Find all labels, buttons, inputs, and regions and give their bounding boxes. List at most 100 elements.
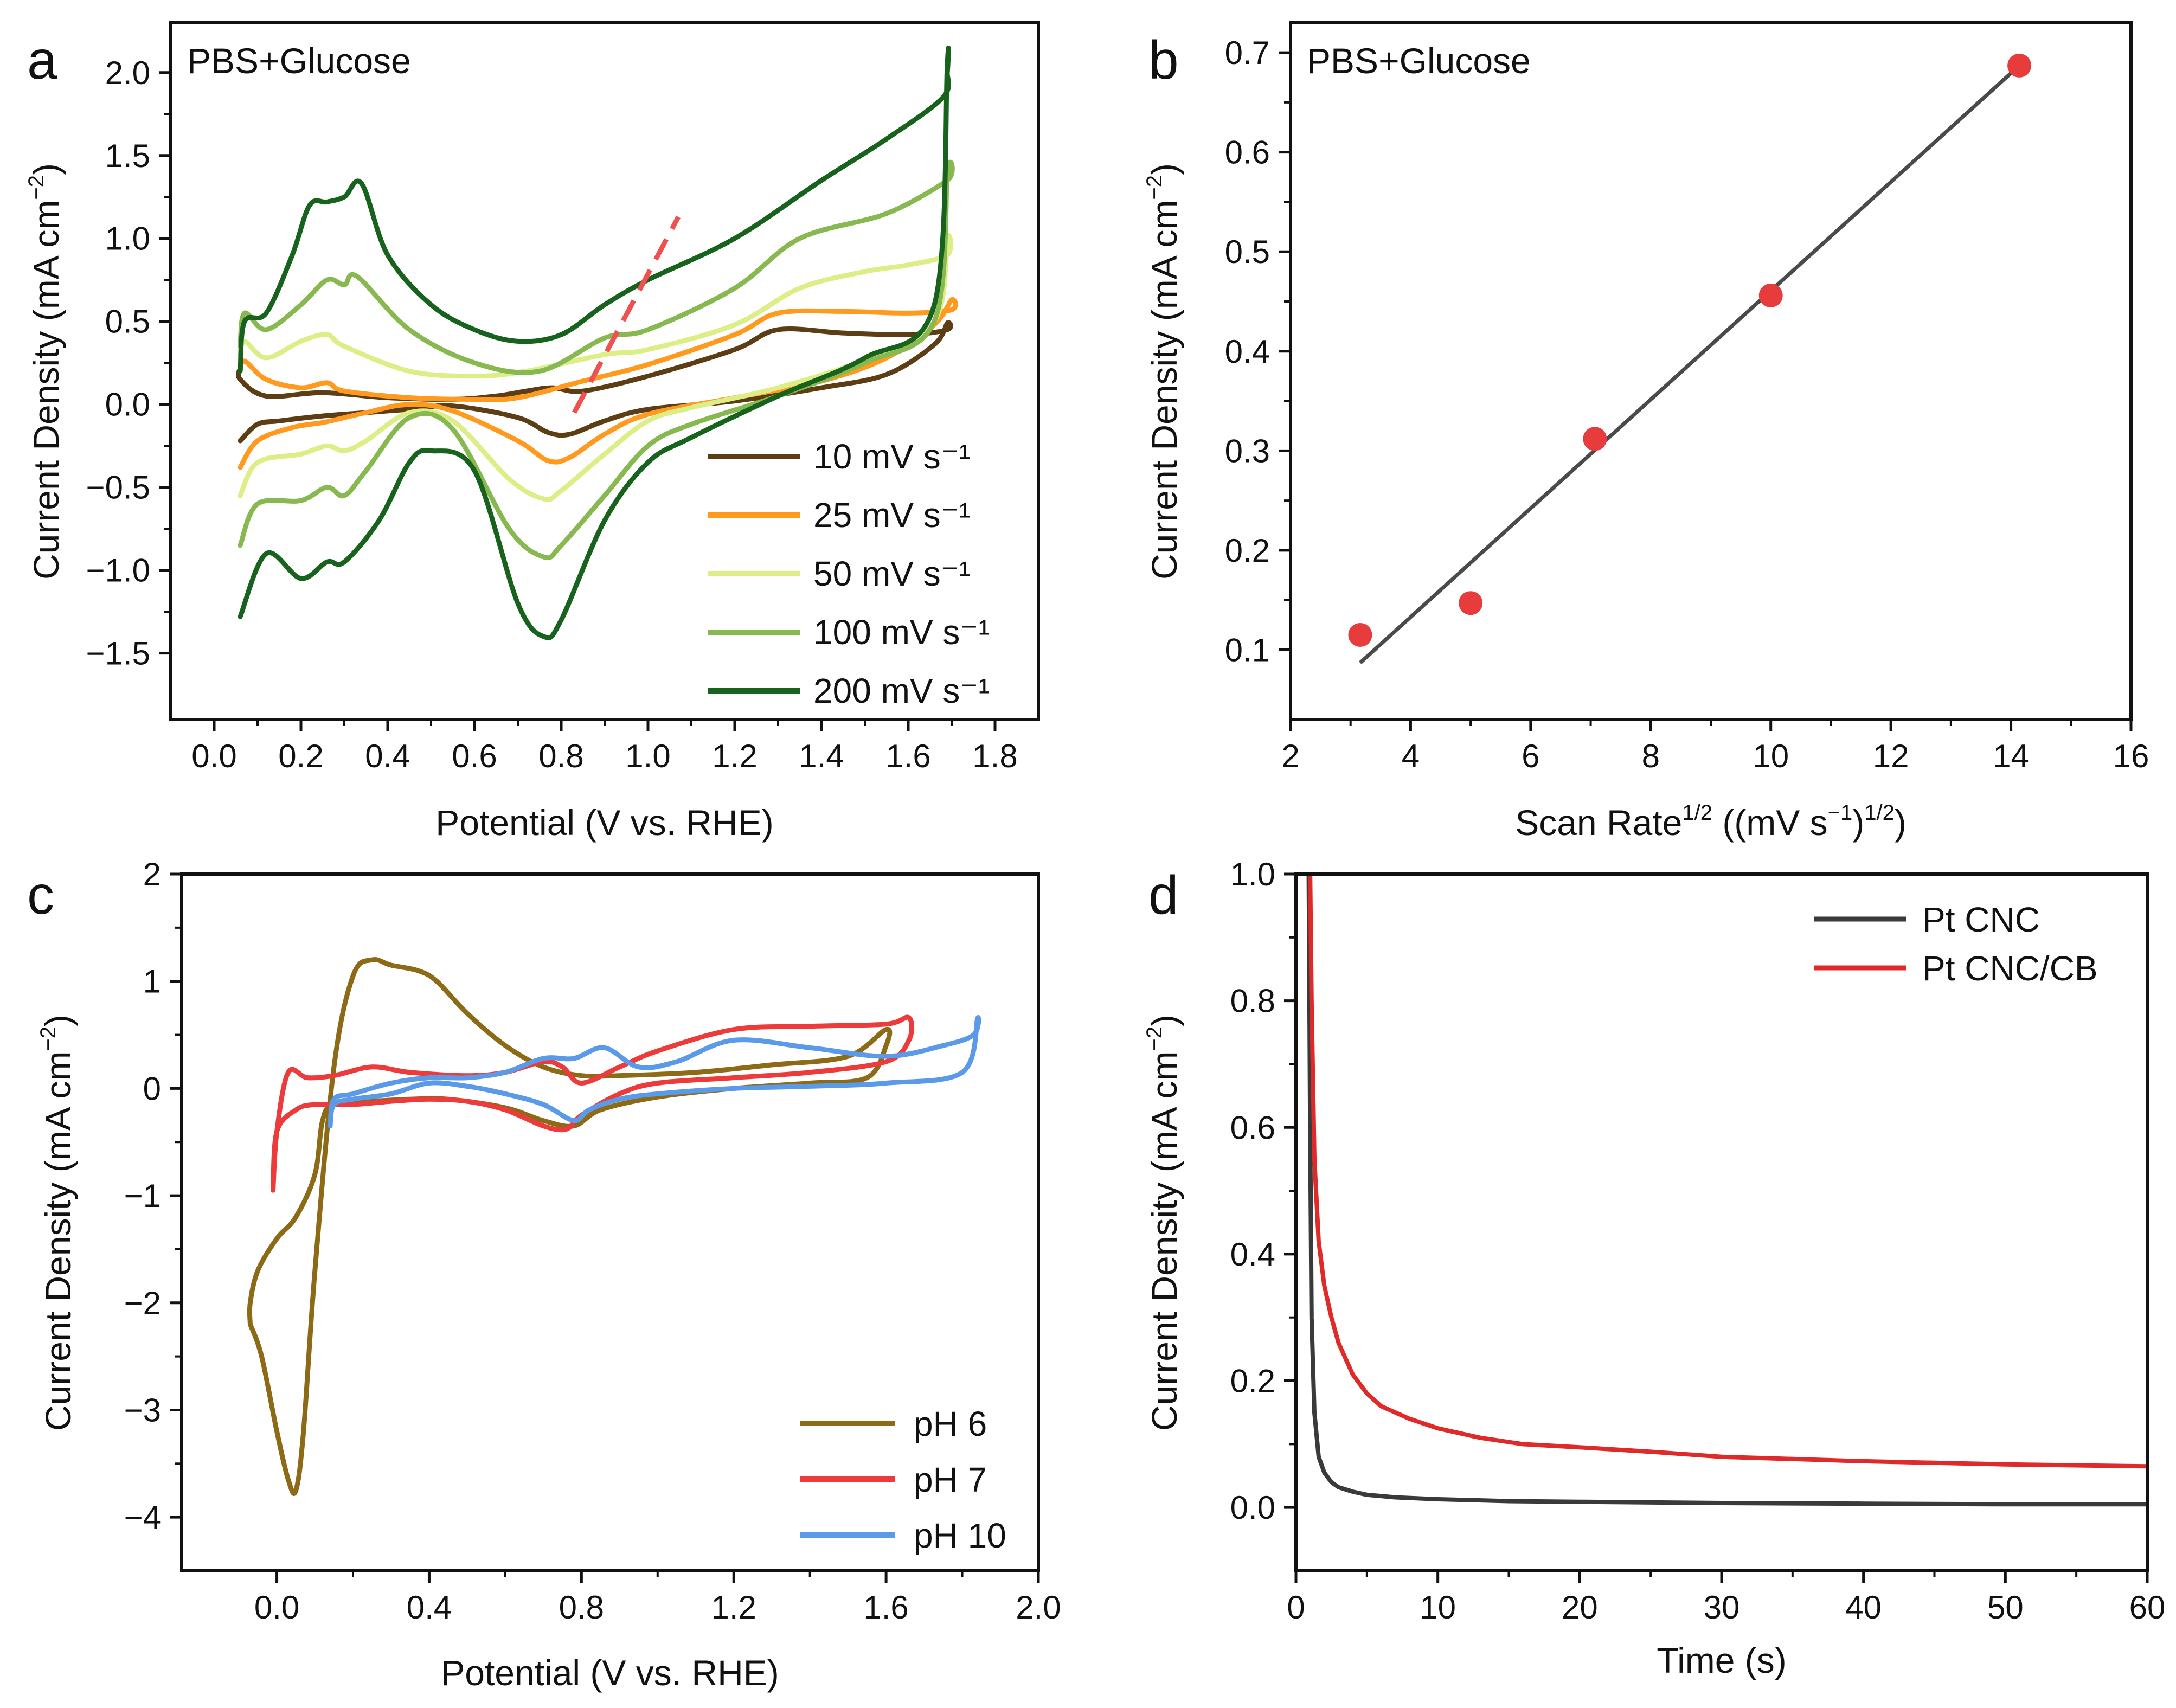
y-axis-label-d-main: Current Density (mA cm — [1144, 1051, 1184, 1431]
y-tick-label-a-7: 2.0 — [105, 55, 150, 91]
y-axis-label-b-sup: −2 — [1142, 175, 1166, 200]
series-line-c-2 — [328, 1015, 981, 1129]
legend-label-100: 100 mV s⁻¹ — [813, 613, 990, 652]
x-tick-label-c-4: 1.6 — [863, 1589, 908, 1626]
y-axis-label-b: Current Density (mA cm−2) — [1142, 163, 1184, 580]
data-point-b-1 — [1459, 591, 1483, 615]
y-tick-label-c-6: 2 — [143, 856, 161, 892]
y-tick-label-a-4: 0.5 — [105, 304, 150, 340]
x-axis-label-a: Potential (V vs. RHE) — [435, 802, 774, 843]
x-axis-label-b-sup3: 1/2 — [1864, 801, 1895, 825]
plot-frame-c — [180, 872, 1040, 1572]
x-tick-label-b-7: 16 — [2113, 738, 2149, 774]
x-axis-label-c: Potential (V vs. RHE) — [441, 1653, 779, 1693]
x-axis-label-d: Time (s) — [1657, 1640, 1787, 1680]
x-tick-label-c-1: 0.4 — [407, 1589, 452, 1626]
y-axis-label-c-sup: −2 — [36, 1026, 60, 1051]
series-line-d-1 — [1308, 872, 2149, 1469]
legend-label-ph6: pH 6 — [914, 1404, 987, 1443]
y-tick-label-d-0: 0.0 — [1230, 1489, 1275, 1526]
y-axis-label-d: Current Density (mA cm−2) — [1142, 1014, 1184, 1431]
y-tick-label-a-5: 1.0 — [105, 221, 150, 257]
y-tick-label-c-4: 0 — [143, 1070, 161, 1107]
x-tick-label-c-0: 0.0 — [254, 1589, 299, 1626]
x-axis-label-b-rest2: ) — [1852, 802, 1864, 843]
x-tick-label-a-2: 0.4 — [365, 738, 410, 774]
y-tick-label-c-0: −4 — [124, 1499, 161, 1536]
legend-label-ph10: pH 10 — [914, 1516, 1006, 1555]
x-tick-label-a-1: 0.2 — [278, 738, 323, 774]
y-axis-label-a-sup: −2 — [24, 175, 48, 200]
data-point-b-3 — [1758, 283, 1783, 307]
y-axis-label-c: Current Density (mA cm−2) — [36, 1014, 78, 1431]
x-tick-label-a-4: 0.8 — [538, 738, 583, 774]
x-tick-label-d-5: 50 — [1987, 1589, 2024, 1626]
x-axis-label-b-sup2: −1 — [1828, 801, 1853, 825]
y-axis-label-c-close: ) — [38, 1014, 78, 1026]
x-tick-label-d-0: 0 — [1287, 1589, 1305, 1626]
x-tick-label-a-3: 0.6 — [452, 738, 497, 774]
legend-d: Pt CNC Pt CNC/CB — [1814, 900, 2098, 988]
legend-label-200: 200 mV s⁻¹ — [813, 671, 990, 710]
x-tick-label-d-1: 10 — [1420, 1589, 1456, 1626]
x-tick-label-b-2: 6 — [1522, 738, 1539, 774]
x-axis-label-b-sup1: 1/2 — [1682, 801, 1712, 825]
y-axis-label-d-sup: −2 — [1142, 1026, 1166, 1051]
y-tick-label-b-1: 0.2 — [1225, 532, 1270, 569]
y-tick-label-a-1: −1.0 — [86, 553, 150, 589]
panel-d: d 0 10 20 30 40 50 60 0.0 0.2 0.4 0.6 0.8 1.0 Time (… — [1142, 856, 2165, 1680]
x-tick-label-c-5: 2.0 — [1016, 1589, 1061, 1626]
chart-title-b: PBS+Glucose — [1307, 41, 1531, 81]
chart-title-a: PBS+Glucose — [187, 41, 411, 81]
y-tick-label-b-5: 0.6 — [1225, 134, 1270, 171]
series-line-c-0 — [247, 957, 893, 1496]
x-axis-label-b: Scan Rate1/2 ((mV s−1)1/2) — [1515, 801, 1907, 843]
panel-label-d: d — [1148, 865, 1179, 926]
y-tick-label-a-0: −1.5 — [86, 635, 150, 672]
panel-c: c 0.0 0.4 0.8 1.2 1.6 2.0 −4 −3 −2 −1 0 1 2 Potentia… — [27, 856, 1061, 1693]
y-tick-label-c-1: −3 — [124, 1392, 161, 1428]
y-tick-label-d-5: 1.0 — [1230, 856, 1275, 892]
y-tick-label-a-6: 1.5 — [105, 138, 150, 174]
x-axis-label-b-rest1: ((mV s — [1712, 802, 1828, 843]
y-axis-label-a-main: Current Density (mA cm — [26, 200, 66, 580]
y-tick-label-b-6: 0.7 — [1225, 35, 1270, 71]
y-tick-label-c-5: 1 — [143, 964, 161, 1000]
x-tick-label-b-6: 14 — [1993, 738, 2029, 774]
y-axis-label-a: Current Density (mA cm−2) — [24, 163, 66, 580]
data-point-b-0 — [1348, 622, 1372, 647]
legend-c: pH 6 pH 7 pH 10 — [800, 1404, 1006, 1555]
y-tick-label-b-0: 0.1 — [1225, 632, 1270, 669]
legend-a: 10 mV s⁻¹ 25 mV s⁻¹ 50 mV s⁻¹ 100 mV s⁻¹… — [708, 437, 990, 710]
panel-b: b PBS+Glucose 2 4 6 8 10 12 14 16 0.1 0.2 0.3 0.4 0.… — [1142, 21, 2149, 843]
y-axis-label-d-close: ) — [1144, 1014, 1184, 1026]
series-line-a-4 — [238, 45, 952, 640]
panel-a: a PBS+Glucose 0.0 0.2 0.4 0.6 0.8 1.0 1.2 1.4 1.… — [24, 21, 1040, 843]
legend-label-25: 25 mV s⁻¹ — [813, 496, 971, 535]
x-tick-label-b-0: 2 — [1281, 738, 1299, 774]
y-axis-label-a-close: ) — [26, 163, 66, 175]
x-tick-label-a-9: 1.8 — [972, 738, 1017, 774]
x-tick-label-b-1: 4 — [1402, 738, 1420, 774]
legend-label-50: 50 mV s⁻¹ — [813, 554, 971, 593]
y-axis-label-b-main: Current Density (mA cm — [1144, 200, 1184, 580]
x-tick-label-b-4: 10 — [1753, 738, 1789, 774]
y-axis-label-c-main: Current Density (mA cm — [38, 1051, 78, 1431]
x-tick-label-c-2: 0.8 — [559, 1589, 604, 1626]
x-tick-label-d-4: 40 — [1845, 1589, 1882, 1626]
data-point-b-2 — [1583, 427, 1607, 451]
panel-label-c: c — [27, 865, 54, 926]
x-axis-label-b-close: ) — [1895, 802, 1907, 843]
legend-label-ptcnccb: Pt CNC/CB — [1922, 949, 2098, 988]
x-tick-label-d-6: 60 — [2129, 1589, 2166, 1626]
x-tick-label-d-2: 20 — [1562, 1589, 1598, 1626]
y-tick-label-d-1: 0.2 — [1230, 1363, 1275, 1399]
data-point-b-4 — [2007, 53, 2032, 78]
series-line-a-1 — [238, 297, 958, 470]
y-axis-label-b-close: ) — [1144, 163, 1184, 175]
trend-dashed-line-a-0 — [572, 215, 681, 414]
series-line-a-3 — [238, 159, 955, 561]
x-tick-label-c-3: 1.2 — [711, 1589, 756, 1626]
series-line-c-1 — [271, 1014, 915, 1193]
